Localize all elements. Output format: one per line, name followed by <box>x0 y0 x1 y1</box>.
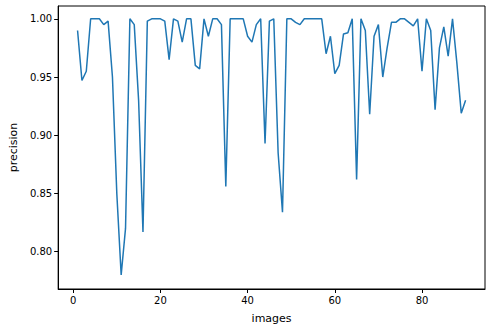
svg-text:0: 0 <box>70 295 76 306</box>
svg-text:1.00: 1.00 <box>30 13 52 24</box>
svg-text:0.85: 0.85 <box>30 188 52 199</box>
svg-text:precision: precision <box>7 123 20 173</box>
svg-text:images: images <box>252 312 292 325</box>
svg-text:0.95: 0.95 <box>30 72 52 83</box>
svg-text:20: 20 <box>154 295 167 306</box>
svg-text:0.80: 0.80 <box>30 246 52 257</box>
svg-text:80: 80 <box>416 295 429 306</box>
svg-text:40: 40 <box>241 295 254 306</box>
svg-text:60: 60 <box>328 295 341 306</box>
svg-text:0.90: 0.90 <box>30 130 52 141</box>
